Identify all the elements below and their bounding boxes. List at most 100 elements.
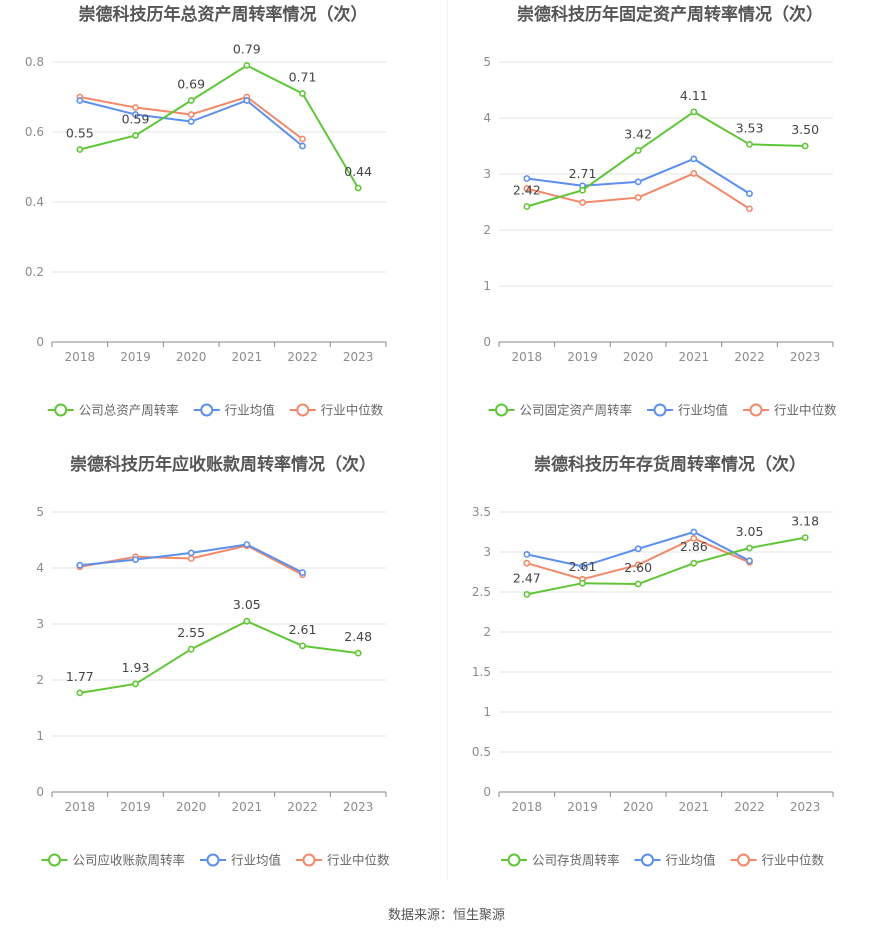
y-tick-label: 3: [483, 545, 491, 559]
x-tick-label: 2020: [623, 800, 654, 814]
data-label: 0.59: [122, 112, 150, 127]
y-tick-label: 2: [483, 625, 491, 639]
x-tick-label: 2019: [567, 800, 598, 814]
data-point-avg: [76, 561, 84, 569]
data-point-company: [354, 184, 362, 192]
x-tick-label: 2018: [512, 350, 543, 364]
x-tick-label: 2019: [120, 350, 151, 364]
data-point-median: [187, 111, 195, 118]
y-tick-label: 3: [483, 167, 491, 181]
data-point-company: [579, 186, 586, 194]
y-tick-label: 2: [483, 223, 491, 237]
legend-marker-icon: [507, 853, 521, 867]
data-label: 2.71: [569, 166, 597, 181]
chart-svg: 崇德科技历年应收账款周转率情况（次） 0 1 2 3 4 5 2018 2019 2020 2021…: [36, 454, 390, 868]
data-point-avg: [299, 569, 306, 576]
data-point-company: [523, 590, 531, 598]
chart-title: 崇德科技历年应收账款周转率情况（次）: [70, 454, 376, 475]
y-tick-label: 5: [483, 55, 491, 69]
data-label: 2.86: [680, 539, 708, 554]
data-label: 0.71: [289, 70, 317, 85]
legend-label: 行业均值: [231, 853, 281, 868]
y-tick-label: 0.6: [25, 125, 44, 139]
data-point-company: [187, 645, 195, 653]
chart-svg: 崇德科技历年存货周转率情况（次） 0 0.5 1 1.5 2 2.5 3 3.5 2018 2019…: [472, 454, 834, 868]
legend-label: 公司应收账款周转率: [73, 853, 186, 868]
data-point-median: [299, 135, 306, 143]
data-point-avg: [634, 545, 642, 553]
series-line-company: [526, 110, 806, 208]
data-label: 2.55: [177, 625, 205, 640]
chart-title: 崇德科技历年存货周转率情况（次）: [534, 454, 806, 475]
data-point-avg: [579, 563, 586, 570]
x-tick-label: 2021: [232, 800, 263, 814]
chart-svg: 崇德科技历年固定资产周转率情况（次） 0 1 2 3 4 5 2018 2019 2020 2021…: [483, 4, 837, 418]
y-tick-label: 0: [36, 785, 44, 799]
data-point-avg: [243, 97, 251, 104]
data-point-avg: [243, 541, 251, 548]
data-label: 0.55: [66, 126, 94, 141]
y-tick-label: 0: [483, 785, 491, 799]
x-tick-label: 2021: [679, 800, 710, 814]
data-label: 2.61: [569, 559, 597, 574]
legend-label: 公司总资产周转率: [79, 403, 179, 418]
x-tick-label: 2020: [176, 800, 207, 814]
y-tick-label: 2: [36, 673, 44, 687]
data-point-median: [690, 535, 698, 542]
data-label: 1.93: [122, 660, 150, 675]
y-tick-label: 3: [36, 617, 44, 631]
x-tick-label: 2023: [790, 800, 821, 814]
legend-label: 行业中位数: [321, 403, 384, 418]
y-tick-label: 1: [36, 729, 44, 743]
y-tick-label: 1: [483, 705, 491, 719]
data-label: 3.53: [736, 120, 764, 135]
data-label: 0.44: [344, 164, 372, 179]
data-point-company: [76, 146, 84, 153]
chart-panel-receivables-turnover: 崇德科技历年应收账款周转率情况（次） 0 1 2 3 4 5 2018 2019 2020 2021…: [0, 450, 446, 890]
data-point-company: [299, 90, 306, 97]
y-tick-label: 3.5: [472, 505, 491, 519]
x-tick-label: 2020: [623, 350, 654, 364]
legend-label: 行业均值: [225, 403, 275, 418]
data-point-avg: [187, 118, 195, 125]
data-point-median: [523, 559, 531, 567]
legend-marker-icon: [495, 403, 508, 417]
legend-marker-icon: [206, 853, 220, 867]
data-point-median: [523, 185, 531, 192]
data-point-median: [690, 170, 698, 177]
y-tick-label: 4: [36, 561, 44, 575]
data-label: 1.77: [66, 669, 94, 684]
data-point-median: [579, 199, 586, 206]
y-tick-label: 0.5: [472, 745, 491, 759]
data-label: 2.42: [513, 182, 541, 197]
legend-marker-icon: [737, 853, 750, 867]
legend-marker-icon: [200, 403, 214, 417]
data-label: 3.05: [233, 597, 261, 612]
legend-label: 行业均值: [666, 853, 716, 868]
chart-panel-inventory-turnover: 崇德科技历年存货周转率情况（次） 0 0.5 1 1.5 2 2.5 3 3.5 2018 2019…: [447, 450, 893, 890]
y-tick-label: 0.8: [25, 55, 44, 69]
data-point-company: [76, 689, 84, 697]
x-tick-label: 2021: [679, 350, 710, 364]
data-point-avg: [634, 178, 642, 186]
data-point-avg: [690, 528, 698, 536]
legend-marker-icon: [296, 403, 310, 417]
data-point-median: [187, 555, 195, 562]
x-tick-label: 2018: [512, 800, 543, 814]
data-point-company: [354, 649, 362, 657]
data-point-company: [243, 617, 251, 625]
x-tick-label: 2022: [287, 350, 318, 364]
y-tick-label: 0.2: [25, 265, 44, 279]
legend-marker-icon: [48, 853, 61, 867]
data-point-company: [132, 680, 139, 688]
x-tick-label: 2018: [65, 800, 96, 814]
data-point-company: [746, 544, 753, 552]
series-line-company: [79, 620, 359, 694]
legend-marker-icon: [749, 403, 763, 417]
legend-marker-icon: [653, 403, 667, 417]
data-point-avg: [76, 97, 84, 104]
data-point-company: [746, 140, 753, 148]
data-label: 3.42: [624, 126, 652, 141]
data-label: 2.47: [513, 570, 541, 585]
data-point-avg: [523, 175, 531, 182]
